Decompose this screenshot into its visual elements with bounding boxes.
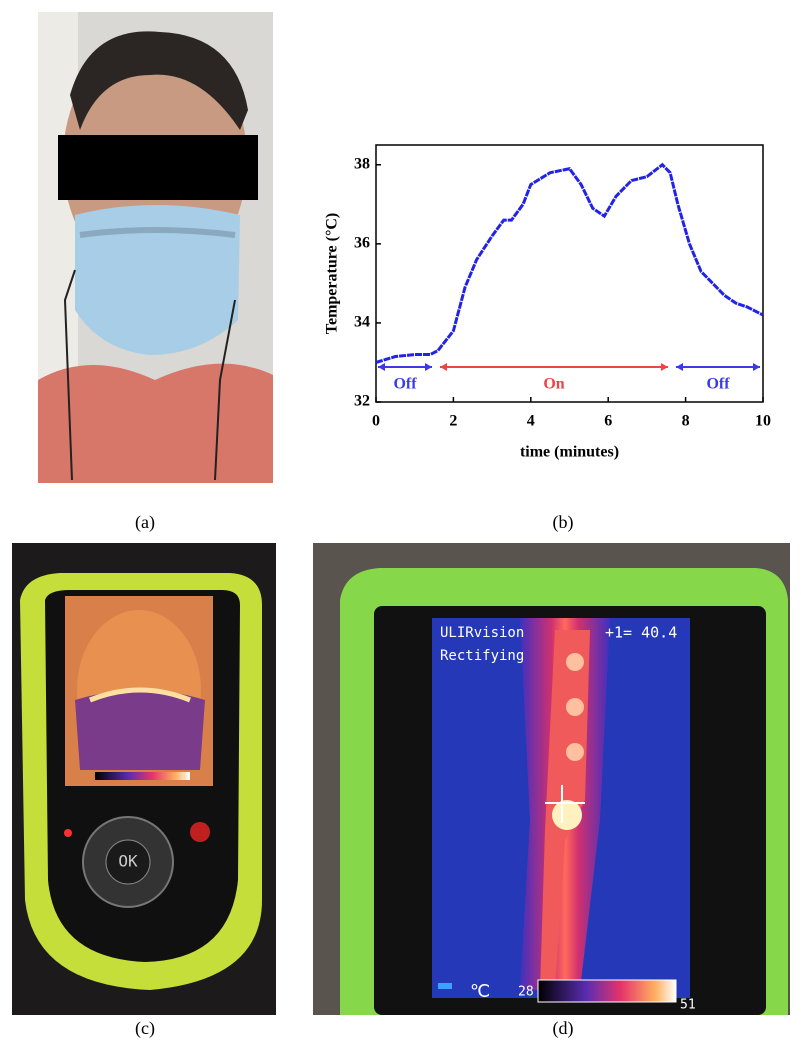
photo-d bbox=[313, 543, 790, 1015]
panel-label: (a) bbox=[135, 512, 155, 533]
x-tick-label: 0 bbox=[372, 413, 380, 430]
annotation-label: On bbox=[543, 376, 564, 393]
chart: 0 2 4 6 8 10 32 34 36 38 time (minutes) Temperature… bbox=[324, 144, 771, 461]
panel-label: (b) bbox=[553, 512, 574, 533]
photo-a bbox=[38, 12, 273, 483]
screen-text: ℃ bbox=[470, 981, 490, 1002]
photo-c bbox=[12, 543, 276, 1015]
y-tick-label: 36 bbox=[354, 235, 370, 252]
annotation-label: Off bbox=[393, 376, 417, 393]
plot-frame bbox=[375, 144, 764, 403]
screen-text: 51 bbox=[680, 998, 696, 1013]
screen-text: Rectifying bbox=[440, 648, 524, 664]
x-tick-label: 2 bbox=[449, 413, 457, 430]
x-tick-label: 10 bbox=[755, 413, 771, 430]
y-tick-label: 32 bbox=[354, 393, 370, 410]
y-axis-label: Temperature (°C) bbox=[324, 213, 341, 334]
screen-text: 28 bbox=[518, 985, 534, 1000]
y-tick-label: 34 bbox=[354, 314, 370, 331]
x-tick-label: 8 bbox=[682, 413, 690, 430]
y-tick-label: 38 bbox=[354, 155, 370, 172]
panel-label: (c) bbox=[135, 1018, 155, 1039]
x-tick-label: 6 bbox=[604, 413, 612, 430]
x-tick-label: 4 bbox=[527, 413, 535, 430]
button-label: OK bbox=[118, 852, 138, 871]
x-axis-label: time (minutes) bbox=[520, 444, 619, 461]
screen-text: ULIRvision bbox=[440, 625, 524, 641]
screen-text: +1= 40.4 bbox=[605, 624, 677, 642]
line bbox=[375, 162, 764, 364]
annotation-label: Off bbox=[706, 376, 730, 393]
panel-label: (d) bbox=[553, 1018, 574, 1039]
